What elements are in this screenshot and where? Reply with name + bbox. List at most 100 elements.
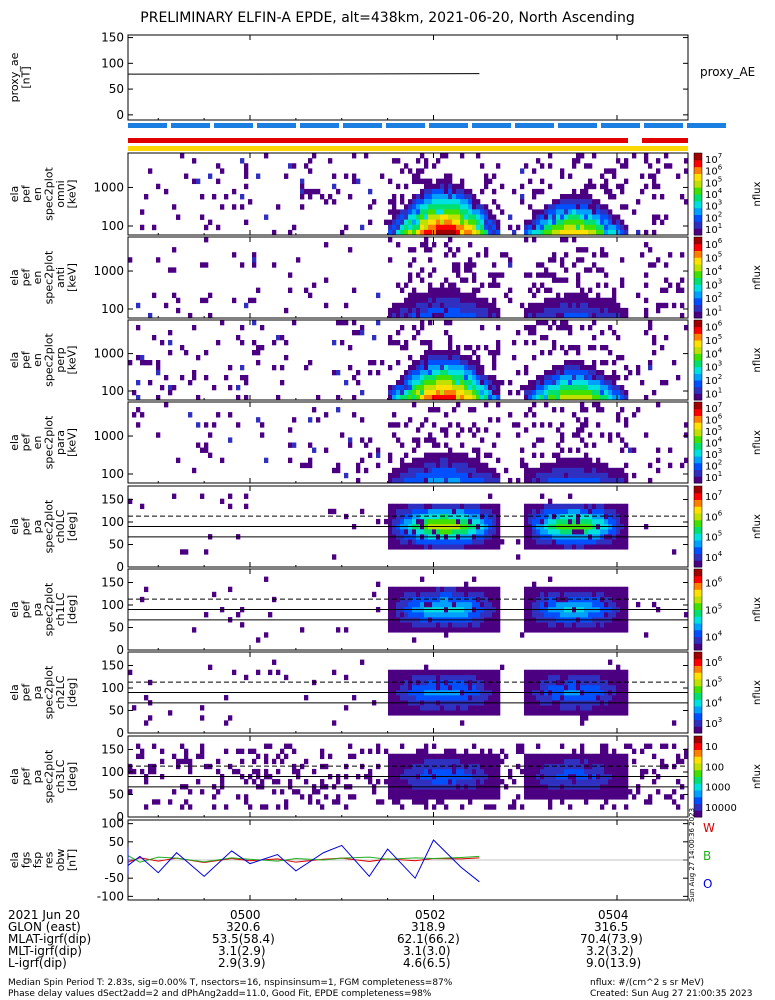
spectrogram-cell: [568, 209, 573, 215]
spectrogram-cell: [488, 472, 493, 479]
pa-spectrogram-cell: [476, 518, 481, 525]
pa-spectrogram-cell: [428, 622, 433, 628]
pa-spectrogram-cell: [280, 789, 285, 795]
spectrogram-cell: [408, 472, 413, 479]
spectrogram-cell: [528, 287, 533, 293]
spectrogram-cell: [308, 168, 313, 174]
spectrogram-cell: [428, 214, 433, 220]
pa-spectrogram-cell: [488, 684, 493, 691]
spectrogram-cell: [424, 360, 429, 366]
spectrogram-cell: [424, 188, 429, 195]
pa-spectrogram-cell: [608, 529, 613, 535]
spectrogram-cell: [588, 267, 593, 273]
spectrogram-cell: [324, 199, 329, 205]
pa-spectrogram-cell: [596, 601, 601, 608]
pa-spectrogram-cell: [544, 622, 549, 628]
spectrogram-cell: [496, 390, 501, 396]
spectrogram-cell: [588, 297, 593, 304]
spectrogram-cell: [352, 320, 357, 326]
pa-spectrogram-cell: [420, 779, 425, 785]
pa-spectrogram-cell: [424, 684, 429, 691]
pa-spectrogram-cell: [412, 779, 417, 785]
spectrogram-cell: [492, 297, 497, 304]
pa-spectrogram-cell: [128, 498, 133, 505]
spectrogram-cell: [584, 417, 589, 423]
pa-spectrogram-cell: [672, 549, 677, 555]
spectrogram-cell: [544, 402, 549, 408]
spectrogram-cell: [396, 390, 401, 396]
spectrogram-cell: [432, 209, 437, 215]
spectrogram-cell: [156, 257, 161, 263]
colorbar-segment: [694, 699, 702, 707]
spectrogram-cell: [580, 247, 585, 253]
spectrogram-cell: [420, 242, 425, 248]
spectrogram-cell: [328, 158, 333, 164]
spectrogram-cell: [580, 402, 585, 408]
spectrogram-cell: [476, 427, 481, 433]
spectrogram-cell: [616, 412, 621, 418]
pa-spectrogram-cell: [540, 758, 545, 765]
spectrogram-cell: [536, 214, 541, 220]
spectrogram-cell: [660, 380, 665, 386]
status-bar-blue-segment: [601, 123, 640, 128]
spectrogram-cell: [596, 402, 601, 408]
pa-spectrogram-cell: [584, 591, 589, 598]
pa-spectrogram-cell: [252, 779, 257, 785]
pa-spectrogram-cell: [568, 705, 573, 711]
pa-spectrogram-cell: [556, 591, 561, 598]
pa-spectrogram-cell: [528, 794, 533, 800]
spectrogram-cell: [368, 219, 373, 226]
spectrogram-cell: [612, 194, 617, 200]
spectrogram-cell: [392, 390, 397, 396]
colorbar-tick-label: 105: [705, 603, 722, 617]
spectrogram-cell: [156, 360, 161, 366]
spectrogram-cell: [604, 307, 609, 314]
spectrogram-cell: [352, 178, 357, 185]
pa-spectrogram-cell: [408, 518, 413, 525]
spectrogram-cell: [456, 188, 461, 195]
pa-spectrogram-cell: [560, 705, 565, 711]
pa-spectrogram-cell: [624, 539, 629, 545]
spectrogram-cell: [444, 442, 449, 448]
pa-spectrogram-cell: [576, 622, 581, 628]
spectrogram-cell: [360, 325, 365, 331]
spectrogram-cell: [456, 457, 461, 464]
spectrogram-cell: [400, 209, 405, 215]
spectrogram-cell: [648, 477, 653, 483]
colorbar-frame: [693, 651, 703, 734]
pa-spectrogram-cell: [592, 544, 597, 550]
spectrogram-cell: [588, 224, 593, 231]
spectrogram-cell: [192, 375, 197, 381]
pa-spectrogram-cell: [616, 789, 621, 795]
pa-spectrogram-cell: [552, 768, 557, 775]
pa-spectrogram-cell: [488, 544, 493, 550]
spectrogram-cell: [288, 272, 293, 278]
colorbar-segment: [694, 499, 702, 507]
spectrogram-cell: [560, 229, 565, 235]
spectrogram-cell: [148, 360, 153, 366]
pa-spectrogram-cell: [644, 799, 649, 805]
spectrogram-cell: [552, 390, 557, 396]
spectrogram-cell: [420, 325, 425, 331]
spectrogram-cell: [556, 370, 561, 376]
pa-spectrogram-cell: [380, 799, 385, 805]
spectrogram-cell: [496, 224, 501, 231]
spectrogram-cell: [444, 297, 449, 304]
spectrogram-cell: [572, 224, 577, 231]
pa-spectrogram-cell: [608, 753, 613, 760]
spectrogram-cell: [240, 340, 245, 346]
axis-row-value: 0500: [230, 908, 261, 922]
spectrogram-cell: [428, 247, 433, 253]
pa-spectrogram-cell: [580, 794, 585, 800]
pa-spectrogram-cell: [556, 529, 561, 535]
pa-spectrogram-cell: [548, 753, 553, 760]
spectrogram-cell: [228, 385, 233, 391]
pa-spectrogram-cell: [436, 591, 441, 598]
pa-spectrogram-cell: [460, 544, 465, 550]
pa-spectrogram-cell: [580, 627, 585, 633]
pa-spectrogram-cell: [456, 710, 461, 716]
pa-spectrogram-cell: [244, 674, 249, 681]
pa-spectrogram-cell: [560, 627, 565, 633]
spectrogram-cell: [196, 395, 201, 400]
spectrogram-cell: [680, 252, 685, 258]
